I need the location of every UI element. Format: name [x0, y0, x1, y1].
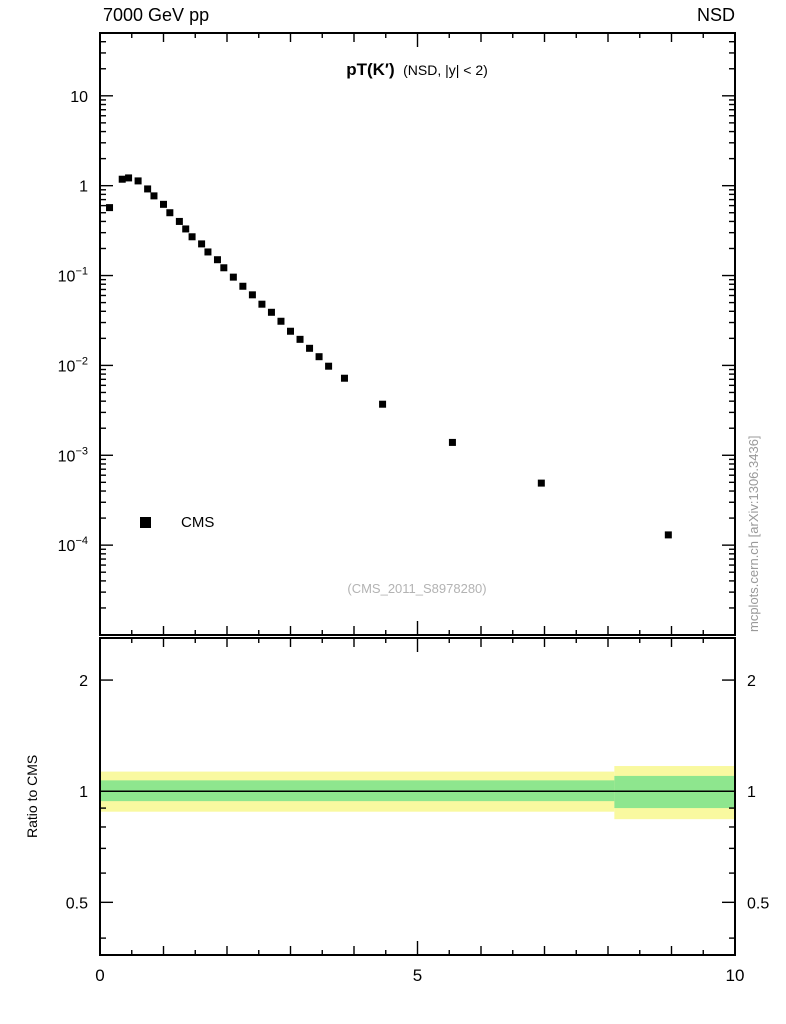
- svg-text:10−1: 10−1: [58, 266, 88, 286]
- svg-text:1: 1: [79, 179, 88, 196]
- header-event-class: NSD: [696, 5, 735, 25]
- svg-text:10−3: 10−3: [58, 445, 88, 465]
- analysis-id-watermark: (CMS_2011_S8978280): [347, 581, 487, 596]
- svg-text:10−4: 10−4: [58, 535, 88, 555]
- ratio-axis-label: Ratio to CMS: [24, 754, 40, 838]
- header-beam-energy: 7000 GeV pp: [103, 5, 210, 25]
- svg-text:1: 1: [79, 784, 88, 801]
- svg-text:1: 1: [747, 784, 756, 801]
- mcplots-side-caption: mcplots.cern.ch [arXiv:1306.3436]: [746, 435, 761, 632]
- legend: CMS: [140, 514, 214, 531]
- legend-label: CMS: [181, 514, 215, 531]
- svg-text:2: 2: [79, 673, 88, 690]
- plot-title-observable: pT(K′): [346, 60, 395, 79]
- svg-text:10−2: 10−2: [58, 355, 88, 375]
- svg-text:5: 5: [413, 966, 422, 985]
- plot-title: pT(K′) (NSD, |y| < 2): [346, 60, 488, 80]
- svg-text:0.5: 0.5: [66, 895, 88, 912]
- svg-text:2: 2: [747, 673, 756, 690]
- svg-text:0.5: 0.5: [747, 895, 769, 912]
- cms-data-marker-icon: [140, 517, 151, 528]
- svg-text:10: 10: [726, 966, 745, 985]
- svg-text:10: 10: [70, 89, 88, 106]
- svg-text:0: 0: [95, 966, 104, 985]
- plot-title-selection: (NSD, |y| < 2): [403, 62, 488, 78]
